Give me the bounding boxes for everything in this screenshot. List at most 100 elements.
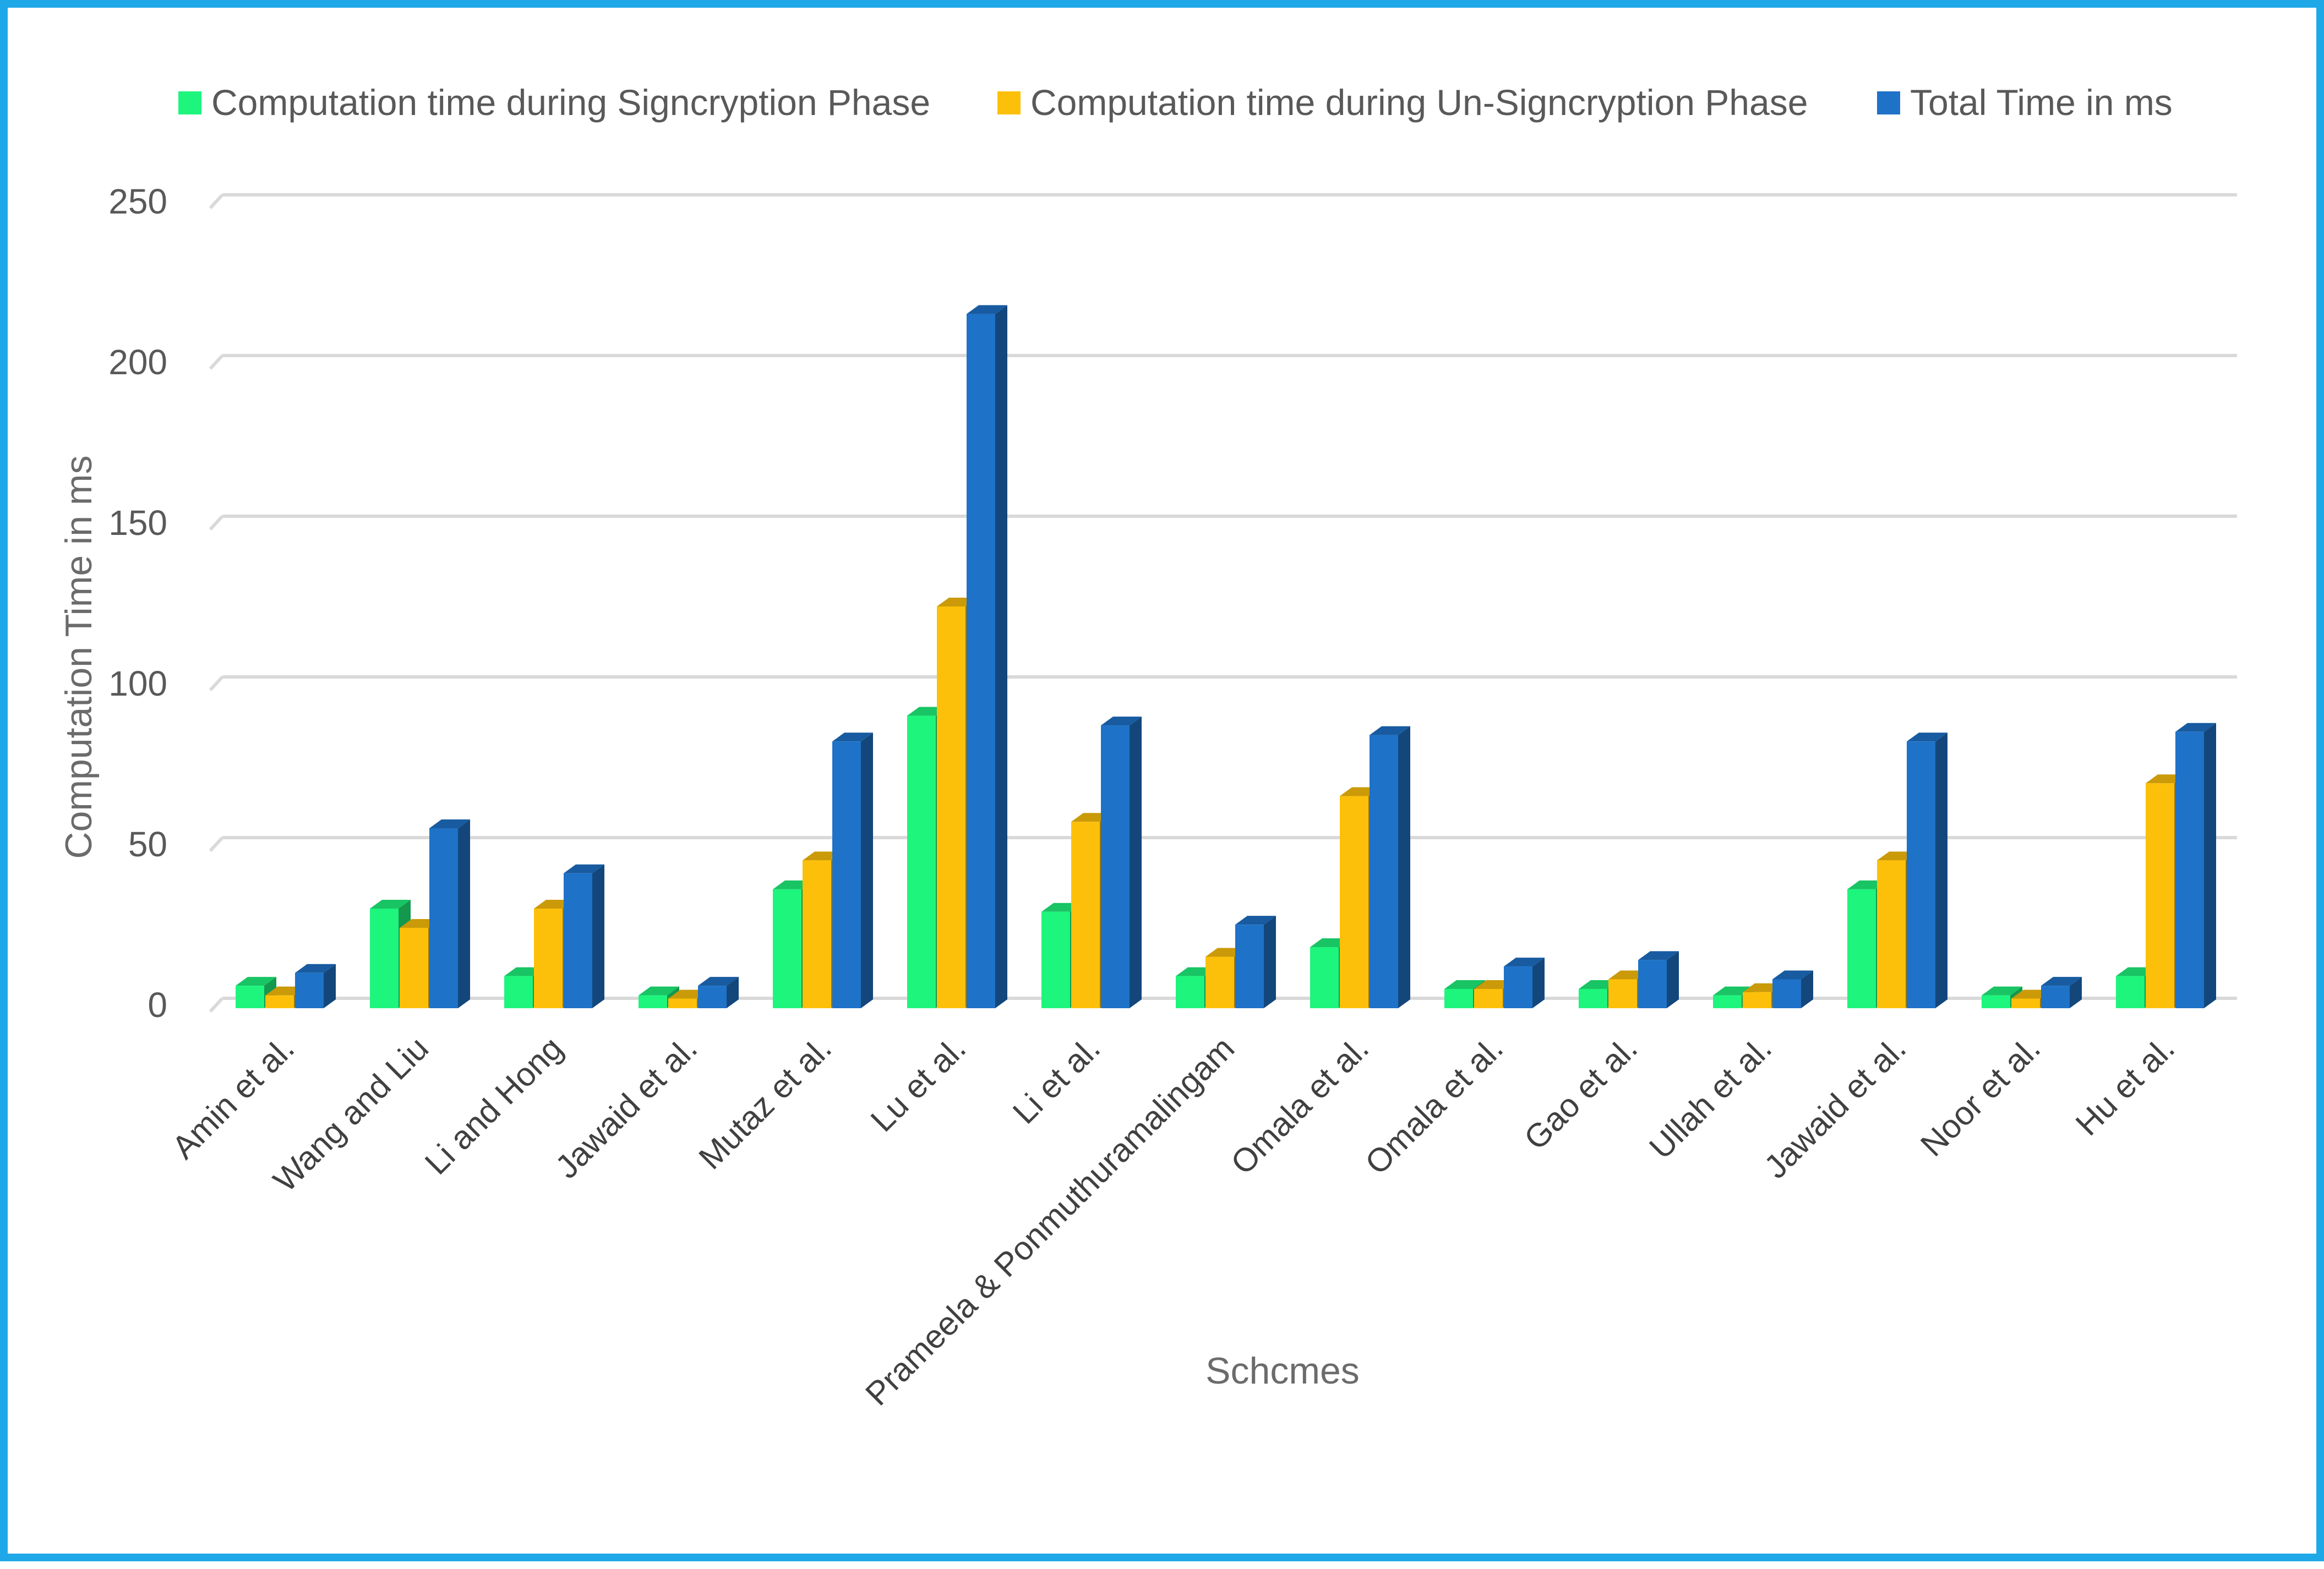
bar-front bbox=[937, 606, 965, 1008]
legend-label: Computation time during Signcryption Pha… bbox=[211, 82, 930, 123]
legend-label: Total Time in ms bbox=[1910, 82, 2173, 123]
bar-top bbox=[1638, 951, 1679, 960]
gridline bbox=[209, 515, 224, 531]
bar-front bbox=[534, 908, 563, 1008]
bar-front bbox=[1713, 995, 1742, 1008]
bar-front bbox=[1041, 911, 1070, 1008]
bar-top bbox=[1982, 986, 2022, 996]
x-category-label: Omala et al. bbox=[1224, 1030, 1376, 1182]
bar bbox=[295, 964, 336, 1008]
bar-side bbox=[324, 964, 336, 1008]
y-axis-ticks: 0 50 100 150 200 250 bbox=[108, 182, 167, 1025]
bar-front bbox=[1474, 988, 1503, 1008]
bar bbox=[698, 977, 739, 1008]
bar-side bbox=[1935, 732, 1947, 1008]
y-tick-label: 0 bbox=[148, 985, 167, 1025]
bar-front bbox=[1235, 925, 1264, 1008]
y-axis-title: Computation Time in ms bbox=[58, 455, 100, 859]
bar-front bbox=[1340, 796, 1368, 1008]
bar-top bbox=[564, 864, 604, 873]
legend-item: Total Time in ms bbox=[1877, 82, 2173, 123]
bar bbox=[1772, 970, 1813, 1008]
bar-front bbox=[773, 889, 801, 1008]
bar-top bbox=[429, 819, 470, 828]
bar-top bbox=[1370, 726, 1410, 735]
bar-front bbox=[1608, 979, 1637, 1008]
bar-front bbox=[1907, 741, 1935, 1008]
legend-label: Computation time during Un-Signcryption … bbox=[1030, 82, 1808, 123]
bar-top bbox=[1772, 970, 1813, 980]
bar-front bbox=[1504, 966, 1532, 1008]
bar-top bbox=[1907, 732, 1947, 742]
bar-top bbox=[698, 977, 739, 986]
bar-top bbox=[236, 977, 276, 986]
bar-side bbox=[1667, 951, 1679, 1008]
bar-side bbox=[1398, 726, 1410, 1008]
bar bbox=[429, 819, 470, 1008]
bars bbox=[236, 305, 2216, 1008]
bar-front bbox=[1444, 988, 1473, 1008]
bar-side bbox=[995, 305, 1007, 1008]
bar bbox=[1235, 916, 1276, 1008]
x-category-label: Hu et al. bbox=[2069, 1030, 2181, 1142]
x-category-label: Lu et al. bbox=[864, 1030, 973, 1139]
gridline bbox=[209, 675, 224, 692]
bar bbox=[1370, 726, 1410, 1008]
legend: Computation time during Signcryption Pha… bbox=[178, 82, 2173, 123]
bar-top bbox=[1101, 717, 1142, 726]
bar-top bbox=[370, 899, 411, 909]
bar-top bbox=[1504, 958, 1545, 967]
x-category-label: Amin et al. bbox=[165, 1030, 301, 1166]
bar bbox=[2041, 977, 2082, 1008]
bar-front bbox=[2011, 998, 2040, 1008]
bar-front bbox=[1205, 956, 1234, 1008]
bar-side bbox=[458, 819, 470, 1008]
bar bbox=[832, 732, 873, 1008]
x-category-label: Li et al. bbox=[1006, 1030, 1107, 1131]
bar-front bbox=[967, 314, 995, 1008]
x-category-label: Li and Hong bbox=[418, 1030, 570, 1182]
bar-front bbox=[668, 998, 697, 1008]
bar-front bbox=[429, 828, 458, 1008]
bar-front bbox=[1176, 976, 1204, 1008]
legend-item: Computation time during Signcryption Pha… bbox=[178, 82, 930, 123]
bar-front bbox=[1982, 995, 2010, 1008]
bar-top bbox=[2175, 723, 2216, 732]
bar bbox=[2175, 723, 2216, 1008]
bar-side bbox=[1532, 958, 1545, 1008]
bar-top bbox=[639, 986, 679, 996]
bar-front bbox=[1772, 979, 1801, 1008]
x-category-label: Noor et al. bbox=[1913, 1030, 2047, 1163]
bar bbox=[1101, 717, 1142, 1008]
y-tick-label: 100 bbox=[108, 664, 167, 703]
bar-front bbox=[698, 986, 727, 1008]
bar-side bbox=[1130, 717, 1142, 1008]
x-category-label: Omala et al. bbox=[1358, 1030, 1510, 1182]
bar-side bbox=[592, 864, 604, 1008]
bar bbox=[967, 305, 1007, 1008]
x-category-label: Mutaz et al. bbox=[692, 1030, 839, 1177]
bar-top bbox=[295, 964, 336, 973]
bar-front bbox=[907, 715, 936, 1008]
x-category-label: Jawaid et al. bbox=[548, 1030, 704, 1185]
bar-front bbox=[1310, 947, 1339, 1008]
bar-side bbox=[1801, 970, 1813, 1008]
bar-front bbox=[832, 741, 861, 1008]
legend-item: Computation time during Un-Signcryption … bbox=[997, 82, 1808, 123]
chart: 0 50 100 150 200 250 Amin et al.Wang and LiuL… bbox=[58, 82, 2237, 1413]
bar-top bbox=[967, 305, 1007, 314]
bar-front bbox=[265, 995, 294, 1008]
x-axis-title: Schcmes bbox=[1205, 1350, 1360, 1392]
bar-front bbox=[1877, 860, 1906, 1008]
bar-top bbox=[1235, 916, 1276, 925]
bar-front bbox=[236, 986, 264, 1008]
bar-front bbox=[2146, 783, 2174, 1008]
gridline bbox=[209, 997, 224, 1013]
gridline bbox=[209, 193, 224, 210]
bar-side bbox=[727, 977, 739, 1008]
bar-top bbox=[2041, 977, 2082, 986]
bar-front bbox=[1579, 988, 1607, 1008]
y-tick-label: 200 bbox=[108, 342, 167, 382]
